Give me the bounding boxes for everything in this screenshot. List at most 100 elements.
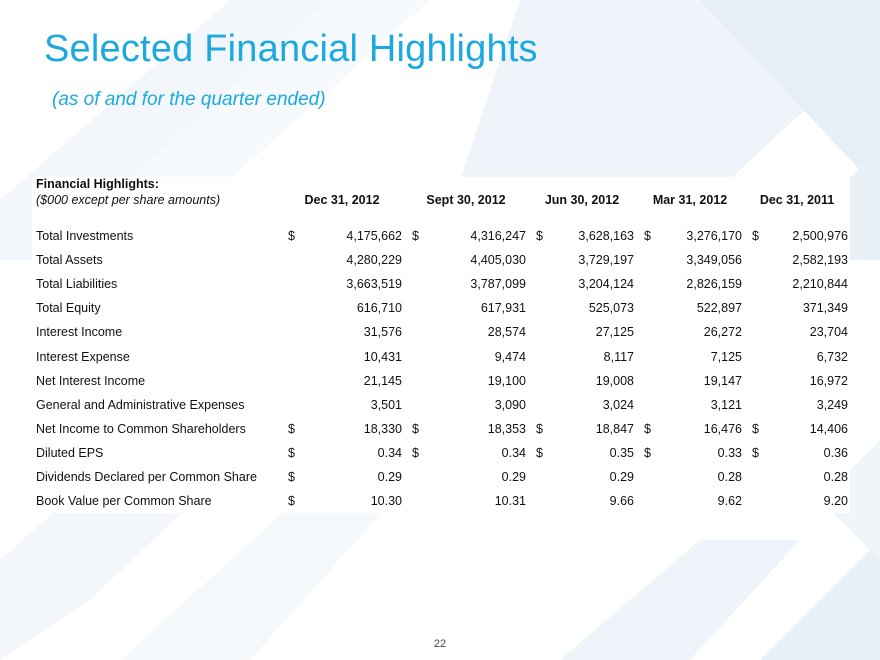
table-cell-value: 3,349,056: [686, 253, 742, 268]
table-row: General and Administrative Expenses 3,501…: [32, 393, 850, 417]
table-cell-value: 0.33: [717, 445, 742, 460]
currency-symbol: [404, 369, 426, 393]
units-note: ($000 except per share amounts): [36, 193, 221, 207]
table-cell-value: 0.36: [823, 445, 848, 460]
table-cell-value: 10.31: [494, 494, 526, 509]
currency-symbol: $: [644, 229, 651, 244]
currency-symbol: [636, 489, 658, 513]
table-cell-value: 3,276,170: [686, 229, 742, 244]
slide-title: Selected Financial Highlights: [44, 28, 538, 70]
table-cell-value: 26,272: [703, 325, 742, 340]
currency-symbol: [404, 393, 426, 417]
table-cell-value: 4,405,030: [470, 253, 526, 268]
column-header: Sept 30, 2012: [426, 193, 506, 207]
table-header-row: ($000 except per share amounts) Dec 31, …: [32, 191, 850, 214]
currency-symbol: [280, 369, 302, 393]
page-number: 22: [433, 638, 447, 650]
column-header: Dec 31, 2012: [304, 193, 380, 207]
row-label: Interest Income: [36, 325, 123, 340]
table-cell-value: 28,574: [487, 325, 526, 340]
currency-symbol: [280, 296, 302, 320]
table-cell-value: 10.30: [370, 494, 402, 509]
table-cell-value: 3,204,124: [578, 277, 634, 292]
slide-subtitle: (as of and for the quarter ended): [52, 89, 326, 110]
currency-symbol: [528, 248, 550, 272]
row-label: Interest Expense: [36, 349, 130, 364]
column-header: Mar 31, 2012: [652, 193, 728, 207]
row-label: Dividends Declared per Common Share: [36, 469, 257, 484]
row-label: Net Income to Common Shareholders: [36, 421, 246, 436]
column-header: Jun 30, 2012: [544, 193, 620, 207]
table-row: Total Equity 616,710 617,931 525,073 522,897…: [32, 296, 850, 320]
table-row: Total Investments $4,175,662 $4,316,247 $3,…: [32, 224, 850, 248]
table-cell-value: 9.62: [717, 494, 742, 509]
row-label: Book Value per Common Share: [36, 494, 212, 509]
currency-symbol: [636, 393, 658, 417]
row-label: Total Equity: [36, 301, 101, 316]
table-row: Book Value per Common Share $10.30 10.31 9.…: [32, 489, 850, 513]
currency-symbol: [744, 393, 766, 417]
section-title: Financial Highlights:: [36, 177, 159, 191]
financial-highlights-table-container: Financial Highlights: ($000 except per s…: [32, 177, 850, 514]
currency-symbol: $: [412, 229, 419, 244]
currency-symbol: $: [752, 421, 759, 436]
currency-symbol: $: [644, 445, 651, 460]
table-cell-value: 3,121: [710, 397, 742, 412]
table-cell-value: 31,576: [363, 325, 402, 340]
table-cell-value: 0.29: [501, 469, 526, 484]
table-cell-value: 0.28: [717, 469, 742, 484]
currency-symbol: [636, 369, 658, 393]
table-cell-value: 8,117: [603, 349, 634, 364]
table-cell-value: 4,280,229: [346, 253, 402, 268]
table-cell-value: 9.20: [823, 494, 848, 509]
table-cell-value: 16,972: [809, 373, 848, 388]
table-cell-value: 617,931: [480, 301, 526, 316]
currency-symbol: [404, 344, 426, 368]
table-cell-value: 2,500,976: [792, 229, 848, 244]
row-label: Net Interest Income: [36, 373, 146, 388]
currency-symbol: [528, 369, 550, 393]
currency-symbol: [744, 489, 766, 513]
table-row: Net Income to Common Shareholders $18,330…: [32, 417, 850, 441]
currency-symbol: [280, 248, 302, 272]
row-label: Total Investments: [36, 229, 134, 244]
table-cell-value: 4,316,247: [470, 229, 526, 244]
financial-highlights-table: Financial Highlights: ($000 except per s…: [32, 177, 850, 513]
currency-symbol: $: [752, 445, 759, 460]
currency-symbol: [280, 320, 302, 344]
currency-symbol: [744, 344, 766, 368]
table-row: Interest Income 31,576 28,574 27,125 26,272 2…: [32, 320, 850, 344]
currency-symbol: [636, 272, 658, 296]
currency-symbol: [404, 248, 426, 272]
table-cell-value: 18,847: [595, 421, 634, 436]
currency-symbol: [280, 393, 302, 417]
currency-symbol: [744, 320, 766, 344]
table-cell-value: 3,663,519: [346, 277, 402, 292]
currency-symbol: [404, 489, 426, 513]
table-section-row: Financial Highlights:: [32, 177, 850, 191]
table-cell-value: 0.34: [501, 445, 526, 460]
currency-symbol: [404, 272, 426, 296]
table-row: Total Assets 4,280,229 4,405,030 3,729,197 3…: [32, 248, 850, 272]
currency-symbol: [280, 344, 302, 368]
table-cell-value: 23,704: [809, 325, 848, 340]
currency-symbol: [528, 272, 550, 296]
row-label: General and Administrative Expenses: [36, 397, 245, 412]
table-cell-value: 16,476: [703, 421, 742, 436]
table-cell-value: 3,628,163: [578, 229, 634, 244]
currency-symbol: [636, 296, 658, 320]
table-cell-value: 19,147: [703, 373, 742, 388]
table-cell-value: 0.34: [377, 445, 402, 460]
table-cell-value: 616,710: [356, 301, 402, 316]
table-row: Total Liabilities 3,663,519 3,787,099 3,204…: [32, 272, 850, 296]
table-cell-value: 7,125: [710, 349, 742, 364]
currency-symbol: [744, 369, 766, 393]
currency-symbol: [744, 272, 766, 296]
table-cell-value: 10,431: [363, 349, 402, 364]
table-cell-value: 19,008: [595, 373, 634, 388]
table-cell-value: 27,125: [595, 325, 634, 340]
table-row: Dividends Declared per Common Share $0.29…: [32, 465, 850, 489]
table-cell-value: 2,582,193: [792, 253, 848, 268]
table-cell-value: 522,897: [696, 301, 742, 316]
currency-symbol: [744, 465, 766, 489]
